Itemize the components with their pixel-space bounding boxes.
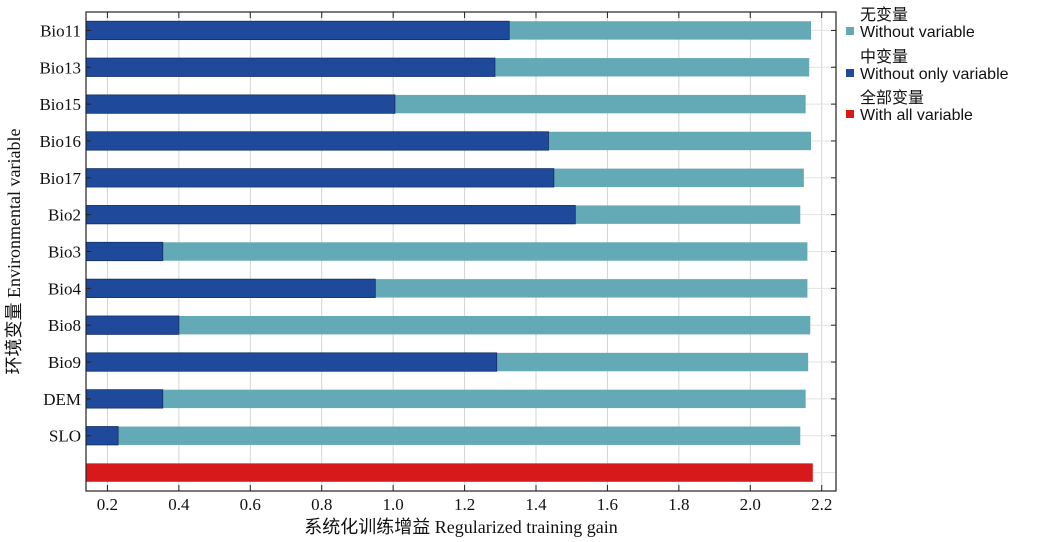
x-axis-ticks: 0.2 0.4 0.6 0.8 1.0 1.2 1.4 1.6 1.8 2.0 2.2 (97, 12, 832, 514)
x-tick-label: 1.4 (525, 495, 547, 514)
x-tick-label: 0.4 (168, 495, 190, 514)
y-tick-label: Bio9 (48, 353, 81, 372)
legend-label-zh: 中变量 (860, 48, 908, 66)
legend-swatch (846, 110, 854, 118)
y-tick-label: Bio3 (48, 243, 81, 262)
y-axis-ticks: Bio11 Bio13 Bio15 Bio16 Bio17 Bio2 Bio3 Bio4 Bio… (39, 21, 836, 446)
x-tick-label: 2.2 (811, 495, 832, 514)
y-tick-label: SLO (49, 427, 81, 446)
x-axis-title: 系统化训练增益 Regularized training gain (304, 517, 617, 537)
bar-without-only-variable (85, 278, 376, 298)
bar-without-variable (86, 242, 808, 261)
y-tick-label: Bio15 (39, 95, 81, 114)
bar-without-only-variable (85, 168, 555, 188)
bar-without-only-variable (85, 131, 549, 151)
y-axis-title: 环境变量 Environmental variable (4, 129, 24, 375)
x-tick-label: 1.2 (454, 495, 475, 514)
x-tick-label: 2.0 (740, 495, 761, 514)
x-tick-label: 1.8 (668, 495, 689, 514)
legend-swatch (846, 69, 854, 77)
bar-without-variable (86, 426, 801, 445)
legend-label: Without only variable (860, 66, 1009, 83)
y-tick-label: Bio11 (40, 21, 81, 40)
bar-without-only-variable (85, 205, 576, 225)
legend-label: With all variable (860, 107, 973, 124)
bar-without-variable (86, 315, 811, 335)
bars (85, 20, 813, 482)
bar-without-only-variable (85, 20, 510, 41)
y-tick-label: Bio17 (39, 169, 81, 188)
bar-with-all-variable (86, 463, 813, 482)
bar-without-only-variable (85, 94, 396, 114)
legend-label-zh: 全部变量 (860, 89, 924, 107)
x-tick-label: 1.0 (383, 495, 404, 514)
bar-without-only-variable (85, 57, 496, 77)
y-tick-label: Bio8 (48, 316, 81, 335)
legend-swatch (846, 27, 854, 35)
y-tick-label: DEM (43, 390, 81, 409)
x-tick-label: 1.6 (597, 495, 618, 514)
y-tick-label: Bio4 (48, 279, 82, 298)
x-tick-label: 0.6 (240, 495, 261, 514)
legend-label-zh: 无变量 (860, 6, 908, 24)
bar-without-only-variable (85, 352, 498, 372)
x-tick-label: 0.8 (311, 495, 332, 514)
bar-without-only-variable (85, 315, 180, 335)
y-tick-label: Bio16 (39, 132, 81, 151)
y-tick-label: Bio13 (39, 58, 81, 77)
bar-without-variable (86, 389, 806, 409)
y-tick-label: Bio2 (48, 206, 81, 225)
bar-without-only-variable (85, 389, 164, 409)
legend-label: Without variable (860, 24, 975, 41)
x-tick-label: 0.2 (97, 495, 118, 514)
bar-without-only-variable (85, 241, 164, 262)
